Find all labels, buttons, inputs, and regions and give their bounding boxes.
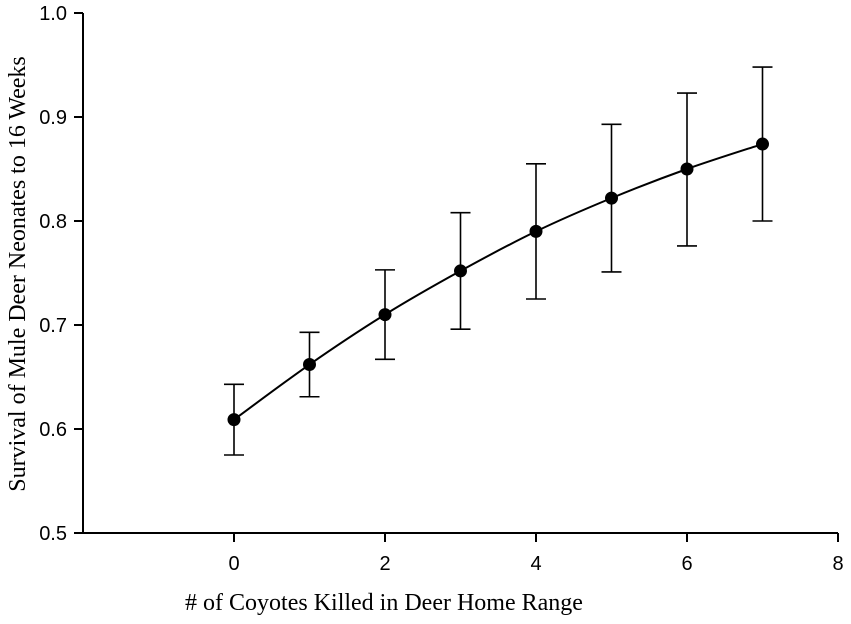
series-lines xyxy=(233,143,763,421)
y-tick-label: 0.5 xyxy=(39,523,67,545)
data-point xyxy=(605,191,618,205)
x-axis-title: # of Coyotes Killed in Deer Home Range xyxy=(185,590,583,616)
data-point xyxy=(227,413,241,427)
fitted-curve xyxy=(233,143,763,421)
y-tick-label: 1.0 xyxy=(39,3,67,25)
data-point xyxy=(680,162,694,176)
y-tick-label: 0.9 xyxy=(39,107,67,129)
x-tick-label: 8 xyxy=(832,553,843,575)
y-tick-label: 0.7 xyxy=(39,315,67,337)
y-axis-title: Survival of Mule Deer Neonates to 16 Wee… xyxy=(5,56,31,492)
error-bars xyxy=(224,66,773,456)
data-points xyxy=(227,137,769,427)
data-point xyxy=(529,224,543,238)
data-point xyxy=(454,264,467,278)
x-tick-label: 6 xyxy=(681,553,692,575)
x-tick-label: 0 xyxy=(228,553,239,575)
x-ticks: 0 2 4 6 8 xyxy=(228,533,844,575)
y-ticks: 0.5 0.6 0.7 0.8 0.9 1.0 xyxy=(39,3,83,545)
data-point xyxy=(378,308,392,322)
axes xyxy=(82,13,838,534)
x-tick-label: 2 xyxy=(379,553,390,575)
y-tick-label: 0.6 xyxy=(39,419,67,441)
y-tick-label: 0.8 xyxy=(39,211,67,233)
data-point xyxy=(303,358,316,372)
data-point xyxy=(756,137,769,151)
x-tick-label: 4 xyxy=(530,553,541,575)
